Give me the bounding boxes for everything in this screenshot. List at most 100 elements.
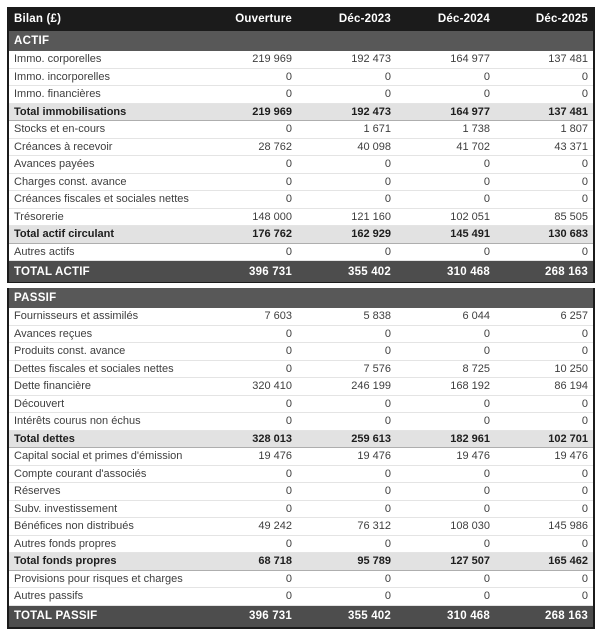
cell-value: 0 <box>495 155 594 174</box>
cell-value: 43 371 <box>495 138 594 156</box>
cell-value: 0 <box>396 412 495 431</box>
cell-value: 0 <box>198 68 297 86</box>
row-label: Produits const. avance <box>8 342 198 361</box>
row-label: Compte courant d'associés <box>8 465 198 483</box>
cell-value: 219 969 <box>198 51 297 69</box>
cell-value: 0 <box>198 535 297 553</box>
cell-value: 0 <box>297 155 396 174</box>
grand-total-label: TOTAL PASSIF <box>8 605 198 628</box>
cell-value: 0 <box>495 465 595 483</box>
cell-value: 0 <box>198 342 297 361</box>
table-row: Immo. incorporelles 0 0 0 0 <box>8 68 594 86</box>
cell-value: 148 000 <box>198 208 297 226</box>
table-row: Immo. corporelles 219 969 192 473 164 977 13… <box>8 51 594 69</box>
subtotal-row: Total immobilisations 219 969 192 473 164 9… <box>8 102 594 121</box>
row-label: Immo. corporelles <box>8 51 198 69</box>
cell-value: 5 838 <box>297 308 396 326</box>
cell-value: 0 <box>396 190 495 209</box>
subtotal-row: Total fonds propres 68 718 95 789 127 507 16… <box>8 552 595 571</box>
row-label: Avances payées <box>8 155 198 174</box>
row-label: Intérêts courus non échus <box>8 412 198 431</box>
table-row: Dettes fiscales et sociales nettes 0 7 576… <box>8 360 595 378</box>
table-row: Créances fiscales et sociales nettes 0 0 0 0 <box>8 190 594 209</box>
cell-value: 10 250 <box>495 360 595 378</box>
cell-value: 162 929 <box>297 225 396 244</box>
section-title: ACTIF <box>8 31 594 51</box>
cell-value: 41 702 <box>396 138 495 156</box>
cell-value: 0 <box>297 395 396 413</box>
row-label: Autres actifs <box>8 243 198 261</box>
cell-value: 86 194 <box>495 377 595 396</box>
table-row: Produits const. avance 0 0 0 0 <box>8 342 595 361</box>
cell-value: 176 762 <box>198 225 297 244</box>
table-row: Compte courant d'associés 0 0 0 0 <box>8 465 595 483</box>
cell-value: 0 <box>297 325 396 343</box>
cell-value: 0 <box>396 395 495 413</box>
row-label: Fournisseurs et assimilés <box>8 308 198 326</box>
table-row: Provisions pour risques et charges 0 0 0 0 <box>8 570 595 588</box>
section-title: PASSIF <box>8 288 595 308</box>
cell-value: 0 <box>495 395 595 413</box>
cell-value: 0 <box>495 342 595 361</box>
cell-value: 164 977 <box>396 51 495 69</box>
cell-value: 19 476 <box>396 447 495 466</box>
cell-value: 0 <box>198 173 297 191</box>
table-row: Réserves 0 0 0 0 <box>8 482 595 501</box>
cell-value: 310 468 <box>396 605 495 628</box>
cell-value: 219 969 <box>198 102 297 121</box>
cell-value: 102 701 <box>495 429 595 448</box>
cell-value: 1 807 <box>495 120 594 139</box>
cell-value: 268 163 <box>495 260 594 283</box>
table-row: Capital social et primes d'émission 19 47… <box>8 447 595 466</box>
cell-value: 19 476 <box>297 447 396 466</box>
row-label: Réserves <box>8 482 198 501</box>
cell-value: 0 <box>297 342 396 361</box>
cell-value: 49 242 <box>198 517 297 536</box>
cell-value: 0 <box>198 85 297 104</box>
cell-value: 0 <box>396 465 495 483</box>
table-row: Créances à recevoir 28 762 40 098 41 702 43 … <box>8 138 594 156</box>
cell-value: 40 098 <box>297 138 396 156</box>
cell-value: 396 731 <box>198 260 297 283</box>
cell-value: 355 402 <box>297 260 396 283</box>
row-label: Trésorerie <box>8 208 198 226</box>
cell-value: 85 505 <box>495 208 594 226</box>
cell-value: 0 <box>495 587 595 606</box>
cell-value: 19 476 <box>198 447 297 466</box>
cell-value: 127 507 <box>396 552 495 571</box>
cell-value: 0 <box>297 243 396 261</box>
row-label: Avances reçues <box>8 325 198 343</box>
cell-value: 0 <box>396 85 495 104</box>
cell-value: 137 481 <box>495 51 594 69</box>
table-row: Fournisseurs et assimilés 7 603 5 838 6 044… <box>8 308 595 326</box>
grand-total-row: TOTAL ACTIF 396 731 355 402 310 468 268 163 <box>8 260 594 283</box>
cell-value: 0 <box>396 155 495 174</box>
cell-value: 164 977 <box>396 102 495 121</box>
subtotal-row: Total actif circulant 176 762 162 929 145 4… <box>8 225 594 244</box>
cell-value: 1 671 <box>297 120 396 139</box>
cell-value: 0 <box>297 535 396 553</box>
cell-value: 121 160 <box>297 208 396 226</box>
cell-value: 6 044 <box>396 308 495 326</box>
row-label: Autres fonds propres <box>8 535 198 553</box>
cell-value: 0 <box>396 342 495 361</box>
row-label: Total fonds propres <box>8 552 198 571</box>
cell-value: 0 <box>198 360 297 378</box>
cell-value: 0 <box>297 465 396 483</box>
table-row: Avances payées 0 0 0 0 <box>8 155 594 174</box>
cell-value: 7 576 <box>297 360 396 378</box>
cell-value: 8 725 <box>396 360 495 378</box>
cell-value: 0 <box>396 570 495 588</box>
row-label: Découvert <box>8 395 198 413</box>
row-label: Total dettes <box>8 429 198 448</box>
column-header-dec-2025: Déc-2025 <box>495 7 594 31</box>
cell-value: 0 <box>495 500 595 518</box>
grand-total-label: TOTAL ACTIF <box>8 260 198 283</box>
cell-value: 0 <box>198 570 297 588</box>
column-header-dec-2024: Déc-2024 <box>396 7 495 31</box>
cell-value: 0 <box>297 482 396 501</box>
cell-value: 0 <box>297 412 396 431</box>
cell-value: 0 <box>396 535 495 553</box>
cell-value: 0 <box>198 587 297 606</box>
